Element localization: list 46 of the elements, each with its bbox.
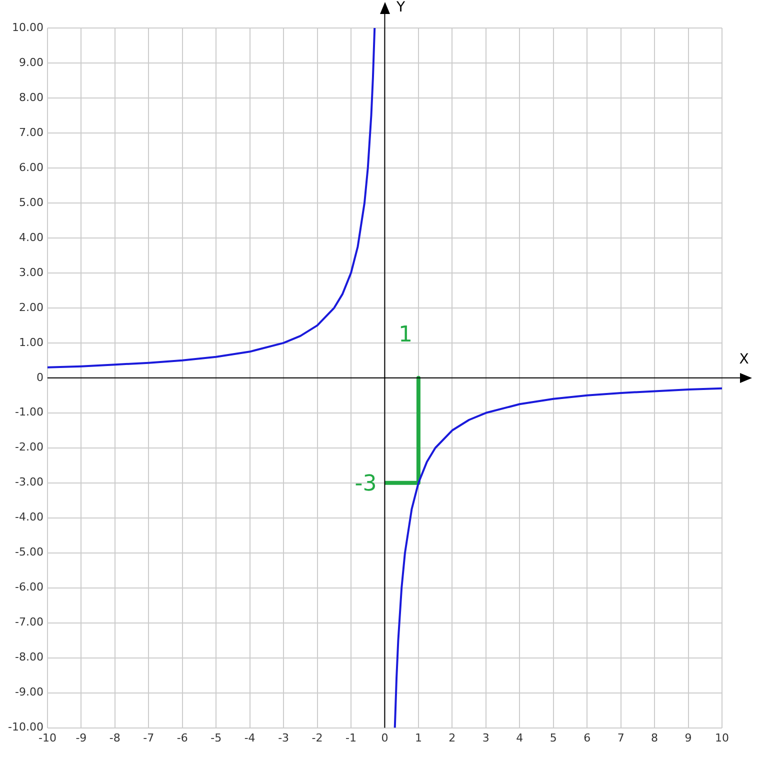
x-tick-label: -3 — [278, 731, 290, 744]
x-tick-label: 5 — [550, 731, 557, 744]
y-tick-label: -10.00 — [8, 720, 44, 734]
y-tick-label: -3.00 — [14, 476, 44, 489]
y-tick-label: -5.00 — [14, 546, 44, 559]
x-tick-label: 6 — [584, 731, 591, 744]
y-tick-label: 5.00 — [18, 196, 44, 209]
x-tick-label: -7 — [143, 731, 154, 744]
x-tick-label: -2 — [312, 731, 323, 744]
y-tick-label: 7.00 — [18, 126, 44, 139]
x-tick-label: 9 — [684, 731, 692, 744]
x-tick-label: -10 — [38, 731, 56, 744]
x-axis-title: X — [739, 352, 750, 368]
y-tick-label: 3.00 — [18, 266, 44, 279]
y-tick-label: 1.00 — [18, 336, 44, 349]
x-tick-label: 8 — [651, 731, 658, 744]
y-tick-label: 4.00 — [18, 230, 44, 244]
y-axis-title: Y — [395, 0, 406, 16]
y-tick-label: -6.00 — [14, 580, 44, 594]
y-tick-label: -4.00 — [14, 510, 44, 524]
y-tick-label: 8.00 — [18, 90, 44, 104]
x-tick-label: -9 — [76, 731, 87, 744]
y-tick-label: 6.00 — [18, 160, 44, 174]
y-tick-label: -2.00 — [14, 440, 44, 454]
x-tick-label: 1 — [414, 731, 422, 744]
x-tick-label: -1 — [346, 731, 356, 744]
y-tick-label: -8.00 — [14, 650, 44, 664]
x-tick-label: 2 — [448, 731, 456, 744]
y-tick-label: 2.00 — [18, 300, 44, 314]
x-tick-label: -6 — [176, 731, 188, 744]
annotation: -3 — [354, 472, 377, 497]
y-tick-label: -9.00 — [14, 686, 44, 699]
x-tick-label: 10 — [715, 731, 729, 744]
x-tick-label: 7 — [617, 731, 624, 744]
x-tick-label: 0 — [381, 731, 388, 744]
x-tick-label: -4 — [244, 731, 256, 744]
x-tick-label: -8 — [109, 731, 120, 744]
x-tick-label: -5 — [210, 731, 222, 744]
y-tick-label: 0 — [36, 370, 44, 384]
x-tick-label: 4 — [516, 731, 524, 744]
y-tick-label: 10.00 — [12, 20, 44, 34]
y-tick-label: 9.00 — [18, 56, 44, 69]
annotation: 1 — [398, 322, 412, 348]
x-tick-label: 3 — [482, 731, 490, 744]
y-tick-label: -7.00 — [14, 616, 44, 629]
y-tick-label: -1.00 — [14, 406, 44, 419]
